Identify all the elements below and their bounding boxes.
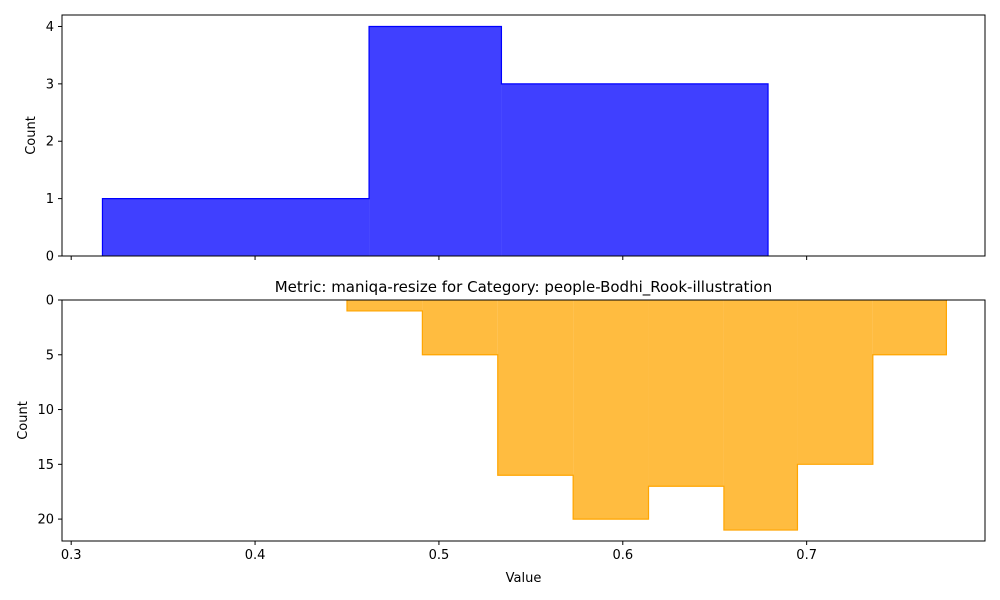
top-histogram-panel: 0 1 2 3 4 Count — [24, 14, 986, 265]
bottom-histogram-panel: 0 5 10 15 20 0.3 0.4 0.5 0.6 0.7 Count Value Metric:… — [16, 278, 986, 586]
x-tick-label-3: 0.6 — [612, 548, 633, 563]
histogram-bar-3 — [573, 300, 649, 520]
y-axis-label: Count — [24, 116, 39, 155]
histogram-bar-6 — [797, 300, 873, 465]
histogram-bar-1 — [369, 26, 502, 256]
histogram-bar-2 — [501, 83, 769, 256]
x-tick-label-1: 0.4 — [245, 548, 266, 563]
histogram-bar-0 — [102, 198, 370, 256]
y-tick-label-4: 20 — [37, 513, 54, 528]
x-tick-label-4: 0.7 — [796, 548, 817, 563]
y-tick-label-1: 1 — [46, 192, 54, 207]
x-tick-label-0: 0.3 — [61, 548, 82, 563]
axes-frame — [61, 299, 986, 542]
histogram-outline — [346, 300, 947, 531]
x-tick-label-2: 0.5 — [429, 548, 450, 563]
histogram-bar-0 — [346, 300, 423, 311]
y-tick-label-3: 3 — [46, 77, 54, 92]
histogram-bar-1 — [422, 300, 498, 355]
y-tick-label-2: 10 — [37, 403, 54, 418]
y-tick-label-0: 0 — [46, 294, 54, 309]
histogram-outline — [101, 25, 769, 256]
axes-frame — [61, 14, 986, 257]
y-tick-label-4: 4 — [46, 20, 54, 35]
y-tick-label-2: 2 — [46, 135, 54, 150]
histogram-bar-7 — [872, 300, 947, 355]
y-tick-label-3: 15 — [37, 458, 54, 473]
y-tick-label-1: 5 — [46, 348, 54, 363]
y-axis-label: Count — [16, 401, 31, 440]
histogram-bar-4 — [648, 300, 724, 487]
histogram-bar-5 — [723, 300, 798, 531]
y-tick-label-0: 0 — [46, 250, 54, 265]
chart-title: Metric: maniqa-resize for Category: peop… — [275, 278, 773, 297]
x-axis-label: Value — [506, 571, 542, 586]
histogram-bar-2 — [497, 300, 574, 476]
